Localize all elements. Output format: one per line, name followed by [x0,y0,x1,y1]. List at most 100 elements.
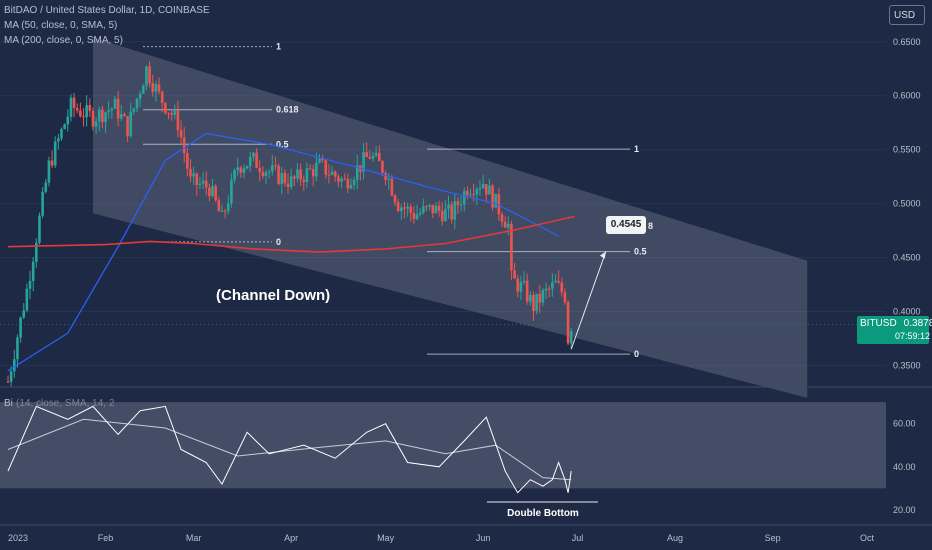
candle-body [201,180,205,184]
candle-body [239,167,243,173]
candle-body [182,137,186,154]
candle-body [529,294,532,302]
candle-body [195,173,199,185]
fib-level-label: 0.618 [276,105,299,115]
target-price-callout: 0.4545 [606,216,646,234]
candle-body [538,293,542,303]
candle-body [324,160,328,175]
candle-body [160,91,164,103]
candle-body [47,160,51,183]
candle-body [116,98,120,119]
symbol-legend: BitDAO / United States Dollar, 1D, COINB… [4,5,210,16]
candle-body [412,212,416,220]
last-price-tag: BITUSD 0.3878 07:59:12 [857,316,932,344]
candle-body [69,97,73,117]
candle-body [343,178,346,180]
currency-button[interactable]: USD [889,5,925,25]
time-tick-label: Mar [186,533,202,543]
candle-body [28,280,32,289]
candle-body [466,191,469,196]
rsi-line [7,405,572,494]
candle-body [44,182,48,192]
candle-body [6,381,10,383]
candle-body [381,161,384,173]
callout-partial-label: 8 [648,221,653,231]
candle-body [569,331,573,344]
candle-body [327,174,331,176]
time-tick-label: May [377,533,395,543]
candle-body [447,204,450,209]
candle-body [248,156,252,166]
candle-body [450,204,453,220]
candle-body [503,221,507,228]
ma50-legend: MA (50, close, 0, SMA, 5) [4,20,118,31]
time-tick-label: Feb [98,533,114,543]
rsi-tick-label: 20.00 [893,505,916,515]
candle-body [142,85,145,94]
candle-body [123,114,126,117]
candle-body [491,185,494,208]
candle-body [186,153,189,169]
candle-body [488,185,491,195]
candle-body [271,165,274,172]
candle-body [204,180,208,188]
candle-body [132,108,136,112]
fib-level-label: 0 [634,349,639,359]
ma200-line [7,215,575,253]
candle-body [104,112,107,123]
candle-body [371,155,375,159]
candle-body [522,280,526,283]
candle-body [415,214,419,220]
candle-body [318,158,321,163]
candle-body [305,168,309,183]
candle-body [261,171,265,177]
candle-body [333,171,337,177]
candle-body [176,110,180,131]
candle-body [286,183,290,188]
time-tick-label: Sep [765,533,781,543]
candle-body [82,116,85,118]
candle-body [296,169,299,179]
candle-body [355,165,359,180]
candle-body [422,206,425,213]
candle-body [519,282,523,292]
candle-body [126,116,129,137]
rsi-legend-fragment: Bi [4,398,13,409]
descending-channel [92,37,808,398]
candle-body [453,201,457,220]
candle-body [403,207,406,209]
time-tick-label: Jun [476,533,491,543]
candle-body [135,98,139,109]
candle-body [352,179,356,185]
price-tag-ticker: BITUSD [860,318,897,329]
candle-body [440,210,444,222]
candle-body [384,172,387,180]
candle-body [315,162,318,177]
candle-body [280,173,284,184]
candle-body [506,223,510,228]
candle-body [459,204,463,206]
candle-body [337,176,340,182]
candle-body [349,184,353,189]
candle-body [198,183,202,185]
candle-body [242,168,246,173]
candle-body [525,280,529,302]
candle-body [535,293,538,311]
candle-body [88,105,92,111]
projection-arrow [570,251,607,350]
candle-body [362,152,365,172]
candle-body [79,110,82,117]
candle-body [12,359,16,372]
candle-body [258,167,262,172]
candle-body [148,66,151,84]
candle-body [157,84,161,92]
price-axis-bg [886,0,932,550]
candle-body [252,152,255,157]
candle-body [472,194,475,196]
fib-level-label: 0.5 [634,247,647,257]
candle-body [274,165,277,167]
candle-body [541,290,545,303]
price-tick-label: 0.6000 [893,91,921,101]
